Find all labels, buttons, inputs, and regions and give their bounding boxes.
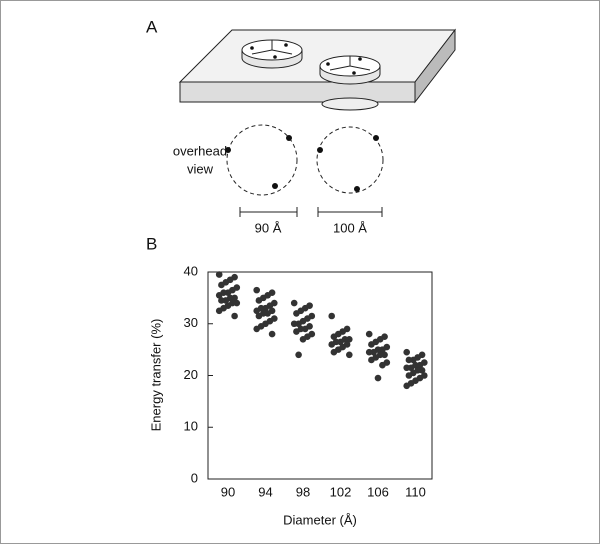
point	[365, 348, 373, 356]
point	[403, 382, 411, 390]
y-tick-label: 10	[184, 419, 198, 434]
point	[218, 281, 225, 289]
point	[403, 364, 411, 372]
point	[379, 361, 386, 369]
point	[253, 307, 260, 315]
point	[253, 325, 260, 333]
overhead-label: overhead	[173, 143, 227, 158]
point	[255, 297, 263, 304]
point	[346, 351, 353, 359]
point	[293, 328, 300, 335]
point	[231, 312, 238, 320]
point	[328, 312, 336, 320]
point	[299, 335, 307, 343]
point	[403, 348, 411, 356]
x-tick-label: 90	[221, 484, 235, 499]
point	[330, 333, 338, 340]
y-axis-label: Energy transfer (%)	[148, 319, 163, 432]
scale-label: 90 Å	[255, 220, 282, 235]
slab	[178, 28, 457, 111]
point	[405, 372, 413, 379]
point	[290, 320, 298, 328]
x-tick-label: 106	[367, 484, 389, 499]
x-tick-label: 110	[405, 484, 426, 499]
point	[330, 348, 338, 356]
point	[268, 330, 276, 338]
y-tick-label: 40	[184, 263, 198, 278]
point	[328, 341, 336, 348]
overhead-dots	[225, 135, 379, 192]
overhead-circles	[226, 124, 384, 196]
y-tick-label: 30	[184, 315, 198, 330]
y-tick-label: 20	[184, 367, 198, 382]
y-tick-label: 0	[191, 470, 198, 485]
point	[368, 356, 375, 364]
panel-label: A	[146, 17, 158, 36]
point	[365, 330, 373, 338]
point	[405, 356, 413, 364]
point	[253, 286, 260, 294]
point	[374, 374, 382, 382]
point	[295, 351, 302, 359]
point	[368, 341, 375, 348]
point	[255, 312, 263, 320]
point	[293, 310, 300, 317]
point	[290, 299, 298, 307]
point	[215, 291, 223, 299]
point	[215, 271, 223, 278]
point	[218, 297, 225, 304]
x-axis-label: Diameter (Å)	[283, 512, 357, 527]
overhead-label: view	[187, 161, 214, 176]
x-tick-label: 94	[258, 484, 272, 499]
x-tick-label: 102	[330, 484, 352, 499]
disk-dots	[250, 43, 362, 75]
panel-label: B	[146, 234, 157, 253]
scale-bars	[239, 207, 383, 217]
point	[215, 307, 223, 315]
scale-label: 100 Å	[333, 220, 367, 235]
x-tick-label: 98	[296, 484, 310, 499]
